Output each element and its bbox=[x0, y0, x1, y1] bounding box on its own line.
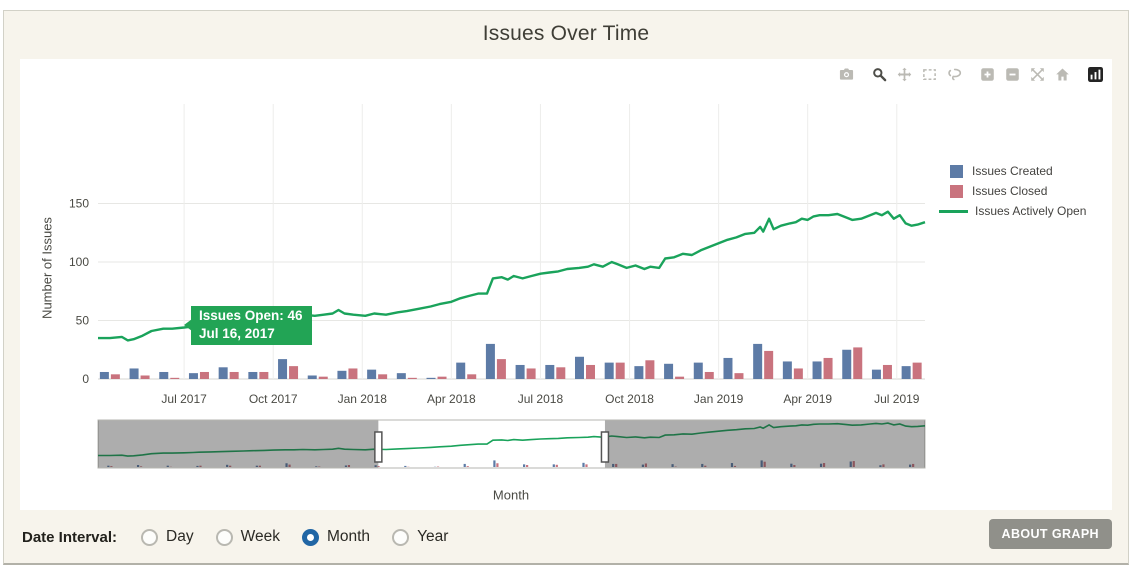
legend-item-issues-created[interactable]: Issues Created bbox=[950, 164, 1086, 178]
svg-text:Jul 2019: Jul 2019 bbox=[874, 392, 920, 406]
zoom-out-icon[interactable] bbox=[1003, 65, 1021, 83]
radio-year[interactable]: Year bbox=[392, 528, 448, 546]
radio-day-circle[interactable] bbox=[141, 528, 159, 546]
radio-year-circle[interactable] bbox=[392, 528, 410, 546]
y-axis-title: Number of Issues bbox=[39, 217, 55, 319]
svg-text:Apr 2018: Apr 2018 bbox=[427, 392, 476, 406]
radio-week-circle[interactable] bbox=[215, 528, 233, 546]
legend-item-issues-closed[interactable]: Issues Closed bbox=[950, 184, 1086, 198]
x-axis-title: Month bbox=[492, 487, 530, 503]
svg-text:100: 100 bbox=[69, 255, 89, 269]
zoom-in-icon[interactable] bbox=[978, 65, 996, 83]
pan-icon[interactable] bbox=[895, 65, 913, 83]
autoscale-icon[interactable] bbox=[1028, 65, 1046, 83]
about-graph-button[interactable]: ABOUT GRAPH bbox=[988, 519, 1112, 549]
svg-text:Oct 2018: Oct 2018 bbox=[605, 392, 654, 406]
issues-closed-swatch bbox=[950, 184, 963, 198]
plotly-logo-icon[interactable] bbox=[1086, 65, 1104, 83]
plot-card: 0 50 100 150 Jul 2017 Oct 2017 Jan 2018 Apr 201… bbox=[20, 59, 1112, 510]
reset-home-icon[interactable] bbox=[1053, 65, 1071, 83]
svg-text:50: 50 bbox=[76, 314, 90, 328]
tooltip-date: Jul 16, 2017 bbox=[199, 326, 275, 341]
hover-tooltip: Issues Open: 46 Jul 16, 2017 bbox=[184, 306, 312, 345]
box-select-icon[interactable] bbox=[920, 65, 938, 83]
svg-text:Apr 2019: Apr 2019 bbox=[783, 392, 832, 406]
radio-month[interactable]: Month bbox=[301, 528, 370, 546]
radio-day[interactable]: Day bbox=[141, 528, 194, 546]
svg-text:0: 0 bbox=[82, 372, 89, 386]
date-interval-controls: Date Interval: Day Week Month Year bbox=[4, 510, 1128, 564]
tooltip-value: Issues Open: 46 bbox=[199, 308, 303, 323]
plotly-modebar bbox=[830, 65, 1104, 83]
chart-plot-and-rangeslider[interactable]: 0 50 100 150 Jul 2017 Oct 2017 Jan 2018 Apr 201… bbox=[20, 59, 1112, 510]
issues-created-swatch bbox=[950, 164, 963, 178]
legend: Issues Created Issues Closed Issues Acti… bbox=[939, 164, 1086, 224]
issues-over-time-widget: Issues Over Time bbox=[3, 10, 1129, 565]
radio-month-circle[interactable] bbox=[301, 528, 319, 546]
svg-text:Jan 2018: Jan 2018 bbox=[338, 392, 388, 406]
svg-text:Jan 2019: Jan 2019 bbox=[694, 392, 744, 406]
lasso-select-icon[interactable] bbox=[945, 65, 963, 83]
svg-text:150: 150 bbox=[69, 197, 89, 211]
camera-icon[interactable] bbox=[837, 65, 855, 83]
svg-text:Oct 2017: Oct 2017 bbox=[249, 392, 298, 406]
svg-text:Jul 2017: Jul 2017 bbox=[161, 392, 207, 406]
legend-item-issues-actively-open[interactable]: Issues Actively Open bbox=[939, 204, 1086, 218]
chart-title: Issues Over Time bbox=[482, 22, 650, 45]
date-interval-label: Date Interval: bbox=[22, 528, 118, 546]
zoom-icon[interactable] bbox=[870, 65, 888, 83]
radio-week[interactable]: Week bbox=[215, 528, 280, 546]
svg-text:Jul 2018: Jul 2018 bbox=[518, 392, 564, 406]
issues-open-line-swatch bbox=[939, 209, 968, 213]
